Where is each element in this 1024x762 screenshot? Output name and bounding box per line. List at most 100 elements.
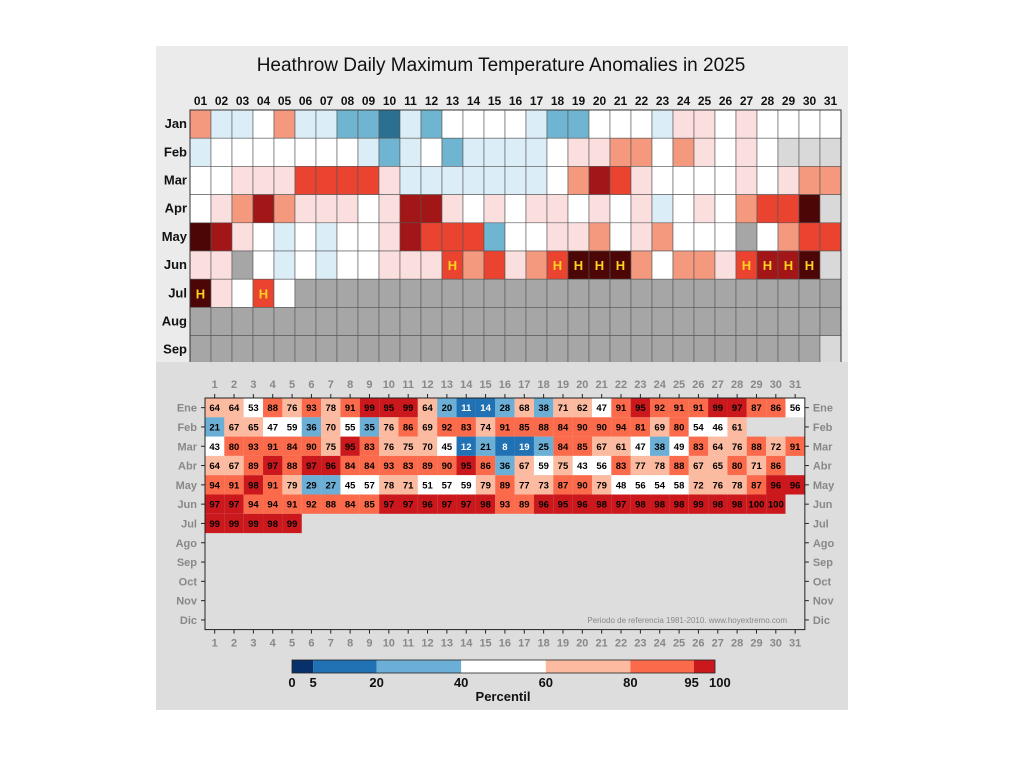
top-heatmap-cell <box>336 166 359 195</box>
top-x-tick-label: 03 <box>236 94 250 108</box>
percentile-cell <box>611 475 631 495</box>
percentile-value-label: 83 <box>616 461 627 472</box>
percentile-value-label: 88 <box>674 461 685 472</box>
top-heatmap-cell <box>525 166 548 195</box>
top-x-tick-label: 18 <box>551 94 565 108</box>
percentile-cell <box>437 436 457 456</box>
top-heatmap-cell <box>357 194 380 224</box>
percentile-value-label: 53 <box>248 403 259 414</box>
heatwave-marker: H <box>805 258 814 273</box>
percentile-cell <box>379 417 399 437</box>
top-heatmap-cell <box>798 307 821 336</box>
top-heatmap-cell <box>609 109 632 139</box>
percentile-cell <box>205 475 225 495</box>
percentile-value-label: 97 <box>403 500 414 511</box>
bottom-y-tick-label-right: Feb <box>813 422 833 434</box>
top-heatmap-cell <box>714 194 737 224</box>
percentile-value-label: 97 <box>461 500 472 511</box>
percentile-cell <box>746 398 767 418</box>
top-x-tick-label: 02 <box>215 94 229 108</box>
percentile-cell <box>321 494 341 514</box>
top-heatmap-cell <box>504 222 527 252</box>
top-heatmap-cell <box>210 307 233 336</box>
colorbar-tick-label: 5 <box>310 675 317 690</box>
bottom-x-tick-label-top: 9 <box>366 379 372 391</box>
heatwave-marker: H <box>574 258 583 273</box>
top-heatmap-cell <box>462 166 485 195</box>
bottom-x-tick-label-bottom: 1 <box>212 638 218 650</box>
bottom-y-tick-label-right: Nov <box>813 596 835 608</box>
percentile-cell <box>553 455 573 476</box>
bottom-x-tick-label-top: 28 <box>731 379 743 391</box>
percentile-cell <box>437 475 457 495</box>
top-x-tick-label: 14 <box>467 94 481 108</box>
percentile-cell <box>592 436 612 456</box>
top-heatmap-cell <box>609 307 632 336</box>
percentile-cell <box>572 475 592 495</box>
top-heatmap-cell <box>231 166 254 195</box>
bottom-x-tick-label-bottom: 17 <box>518 638 530 650</box>
top-heatmap-cell <box>798 335 821 365</box>
percentile-value-label: 67 <box>596 442 607 453</box>
percentile-cell <box>359 455 380 476</box>
percentile-cell <box>282 417 302 437</box>
top-heatmap-cell <box>483 137 506 167</box>
percentile-cell <box>417 417 438 437</box>
top-heatmap-cell <box>609 222 632 252</box>
top-heatmap-cell <box>378 307 401 336</box>
percentile-value-label: 100 <box>768 500 784 511</box>
colorbar-tick-label: 60 <box>539 675 553 690</box>
percentile-cell <box>688 494 709 514</box>
percentile-value-label: 57 <box>364 480 375 491</box>
top-heatmap-cell <box>819 278 842 308</box>
top-heatmap-cell <box>714 250 737 280</box>
bottom-y-tick-label-right: Oct <box>813 576 832 588</box>
top-heatmap-cell <box>441 137 464 167</box>
colorbar: 0 5 20 40 60 80 95 100 <box>288 659 731 690</box>
percentile-value-label: 64 <box>229 403 240 414</box>
percentile-value-label: 78 <box>732 480 743 491</box>
percentile-value-label: 96 <box>771 480 782 491</box>
heatwave-marker: H <box>616 258 625 273</box>
top-heatmap-cell <box>588 278 611 308</box>
top-heatmap-cell <box>735 222 758 252</box>
bottom-x-tick-label-top: 29 <box>750 379 762 391</box>
percentile-cell <box>708 494 728 514</box>
top-heatmap-cell <box>441 194 464 224</box>
top-heatmap-cell <box>357 335 380 365</box>
percentile-cell <box>533 417 554 437</box>
top-heatmap-cell <box>672 166 695 195</box>
top-heatmap-cell <box>609 194 632 224</box>
percentile-cell <box>475 494 496 514</box>
top-heatmap-cell <box>714 222 737 252</box>
bottom-x-tick-label-top: 5 <box>289 379 295 391</box>
percentile-cell <box>669 455 689 476</box>
top-heatmap-cell <box>546 109 569 139</box>
colorbar-tick-label: 100 <box>709 675 731 690</box>
percentile-value-label: 97 <box>384 500 395 511</box>
percentile-cell <box>611 455 631 476</box>
colorbar-tick-label: 20 <box>369 675 383 690</box>
percentile-value-label: 59 <box>461 480 472 491</box>
colorbar-tick-label: 40 <box>454 675 468 690</box>
top-heatmap-cell <box>441 278 464 308</box>
bottom-y-tick-label-left: Nov <box>176 596 198 608</box>
top-heatmap-cell <box>504 137 527 167</box>
colorbar-segment <box>376 660 462 673</box>
percentile-cell <box>514 494 534 514</box>
top-heatmap-cell <box>819 137 842 167</box>
top-heatmap-cell <box>315 307 338 336</box>
top-heatmap-cell <box>693 278 716 308</box>
percentile-value-label: 94 <box>267 500 278 511</box>
top-heatmap-cell <box>252 222 275 252</box>
percentile-value-label: 70 <box>325 422 336 433</box>
top-heatmap-cell <box>210 109 233 139</box>
percentile-value-label: 93 <box>248 442 259 453</box>
percentile-value-label: 83 <box>403 461 414 472</box>
top-heatmap-cell <box>798 166 821 195</box>
percentile-cell <box>321 475 341 495</box>
top-y-tick-label: Jan <box>165 116 187 131</box>
percentile-value-label: 99 <box>364 403 375 414</box>
percentile-cell <box>475 436 496 456</box>
percentile-value-label: 64 <box>712 442 723 453</box>
